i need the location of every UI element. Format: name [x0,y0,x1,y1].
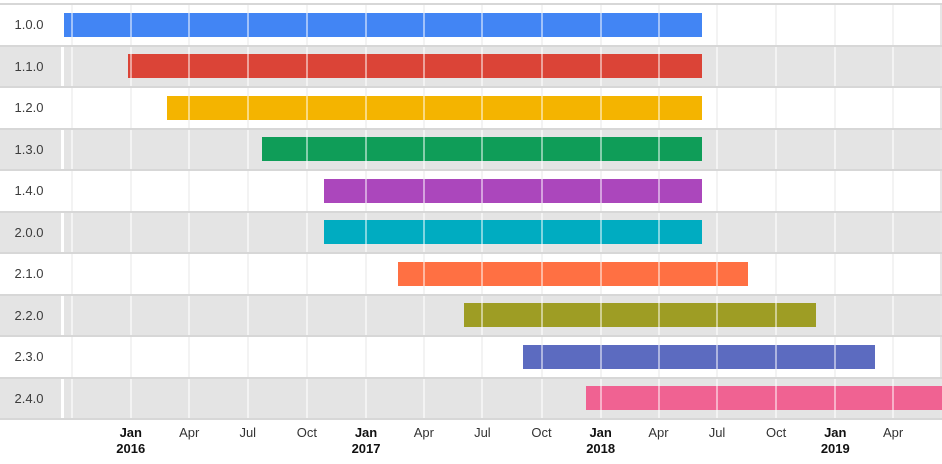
row-label: 2.3.0 [14,349,44,364]
timeline-bar-1.2.0[interactable] [167,95,702,120]
row-border-line [0,169,942,171]
axis-tick-label: Jul [446,425,518,441]
axis-tick-month: Jan [589,425,612,440]
axis-tick-label: Apr [153,425,225,441]
axis-tick-label: Apr [388,425,460,441]
row-label: 1.1.0 [14,58,44,74]
row-label: 2.1.0 [14,266,44,281]
axis-tick-label: Jan 2017 [330,425,402,457]
axis-tick-label: Jul [212,425,284,441]
row-label: 2.0.0 [14,224,44,240]
row-label: 1.2.0 [14,100,44,115]
timeline-bar-2.3.0[interactable] [522,344,876,369]
axis-tick-year: 2016 [116,441,146,456]
row-label: 1.4.0 [14,183,44,198]
axis-tick-month: Jul [474,425,491,440]
timeline-bar-2.0.0[interactable] [323,220,702,245]
axis-tick-label: Jul [681,425,753,441]
row-border-line [0,418,942,420]
timeline-bar-1.1.0[interactable] [127,54,702,79]
axis-tick-label: Jan 2016 [95,425,167,457]
axis-tick-year: 2017 [351,441,381,456]
axis-tick-year: 2019 [820,441,850,456]
axis-tick-label: Oct [506,425,578,441]
row-label: 1.3.0 [14,141,44,157]
row-label: 2.2.0 [14,307,44,323]
row-label: 2.4.0 [14,390,44,406]
timeline-bar-2.4.0[interactable] [585,386,942,411]
axis-tick-label: Oct [271,425,343,441]
axis-tick-label: Jan 2018 [565,425,637,457]
axis-tick-month: Jan [824,425,847,440]
axis-tick-month: Jan [119,425,142,440]
axis-tick-month: Apr [179,425,200,440]
row-border-line [0,127,942,130]
axis-tick-year: 2018 [586,441,616,456]
axis-tick-month: Jan [354,425,378,440]
row-label: 1.0.0 [14,17,44,32]
timeline-bar-2.1.0[interactable] [397,261,748,286]
row-border-line [0,210,942,213]
timeline-bar-1.4.0[interactable] [323,178,702,203]
axis-tick-label: Jan 2019 [799,425,871,457]
row-border-line [0,252,942,254]
axis-tick-month: Jul [708,425,726,440]
timeline-bar-2.2.0[interactable] [463,303,816,328]
axis-tick-month: Oct [296,425,318,440]
axis-tick-label: Apr [857,425,929,441]
row-border-line [0,86,942,88]
row-border-line [0,3,942,5]
row-border-line [0,335,942,337]
axis-tick-month: Jul [239,425,257,440]
axis-tick-month: Apr [883,425,904,440]
axis-tick-label: Oct [740,425,812,441]
axis-tick-month: Apr [648,425,669,440]
timeline-bar-1.0.0[interactable] [62,12,702,37]
row-border-line [0,376,942,379]
row-border-line [0,44,942,47]
row-border-line [0,293,942,296]
axis-tick-label: Apr [623,425,695,441]
axis-tick-month: Oct [766,425,787,440]
axis-tick-month: Oct [531,425,552,440]
axis-tick-month: Apr [413,425,434,440]
